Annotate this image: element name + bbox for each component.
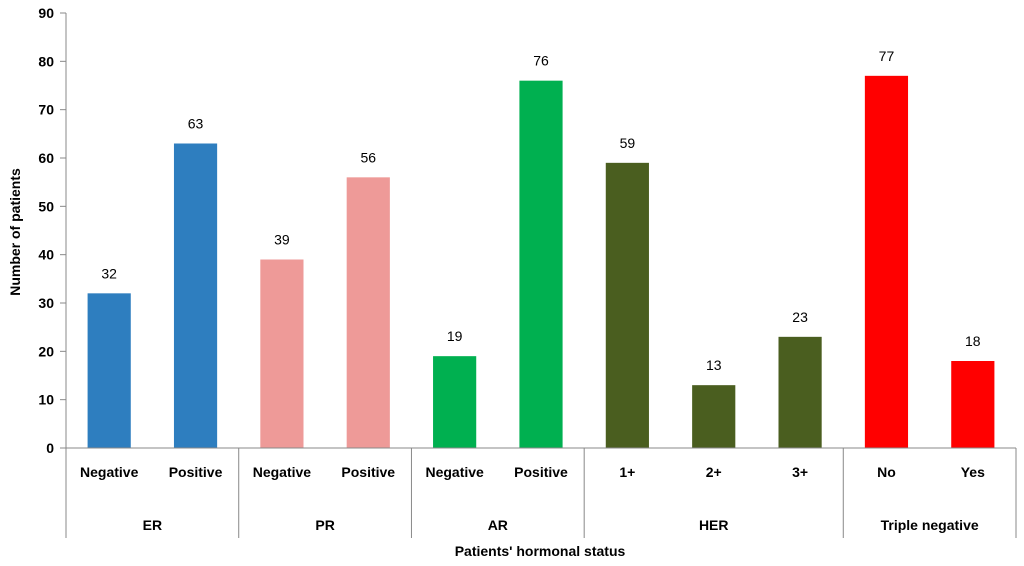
bar: [260, 259, 304, 448]
bar: [346, 177, 390, 449]
y-tick-label: 80: [38, 53, 54, 69]
bar: [951, 361, 995, 448]
data-label: 23: [792, 309, 808, 325]
data-label: 77: [879, 48, 895, 64]
bar: [173, 143, 218, 448]
category-label: Negative: [80, 464, 139, 480]
category-label: Negative: [253, 464, 312, 480]
category-label: 3+: [792, 464, 808, 480]
y-tick-label: 60: [38, 150, 54, 166]
category-label: Positive: [341, 464, 395, 480]
y-tick-label: 0: [46, 440, 54, 456]
bar: [519, 80, 563, 449]
category-label: Positive: [169, 464, 223, 480]
group-label: AR: [488, 517, 508, 533]
group-label: ER: [143, 517, 162, 533]
category-label: No: [877, 464, 896, 480]
x-axis: Negative Positive ER Negative Positive PR Nega…: [65, 447, 1017, 538]
bars: 32 63 39 56 19 76 59 13 23 77 18: [87, 48, 995, 449]
y-axis: 0 10 20 30 40 50 60 70 80 90: [38, 5, 67, 456]
bar: [778, 336, 822, 448]
category-label: 2+: [706, 464, 722, 480]
y-tick-label: 20: [38, 343, 54, 359]
data-label: 59: [620, 135, 636, 151]
data-label: 18: [965, 333, 981, 349]
bar: [433, 356, 477, 448]
bar: [692, 385, 736, 448]
data-label: 56: [360, 149, 376, 165]
bar: [864, 75, 909, 448]
group-label: PR: [315, 517, 334, 533]
data-label: 63: [188, 116, 204, 132]
group-label: HER: [699, 517, 729, 533]
y-tick-label: 30: [38, 295, 54, 311]
data-label: 39: [274, 232, 290, 248]
category-label: Positive: [514, 464, 568, 480]
bar: [87, 293, 131, 448]
bar: [605, 162, 649, 449]
category-label: Negative: [425, 464, 484, 480]
category-label: Yes: [961, 464, 985, 480]
y-tick-label: 10: [38, 392, 54, 408]
data-label: 32: [101, 265, 117, 281]
y-tick-label: 50: [38, 198, 54, 214]
data-label: 19: [447, 328, 463, 344]
y-tick-label: 40: [38, 247, 54, 263]
y-tick-label: 70: [38, 102, 54, 118]
data-label: 76: [533, 53, 549, 69]
data-label: 13: [706, 357, 722, 373]
x-axis-title: Patients' hormonal status: [455, 543, 626, 559]
y-tick-label: 90: [38, 5, 54, 21]
group-label: Triple negative: [881, 517, 979, 533]
category-label: 1+: [619, 464, 635, 480]
y-axis-title: Number of patients: [7, 168, 23, 296]
